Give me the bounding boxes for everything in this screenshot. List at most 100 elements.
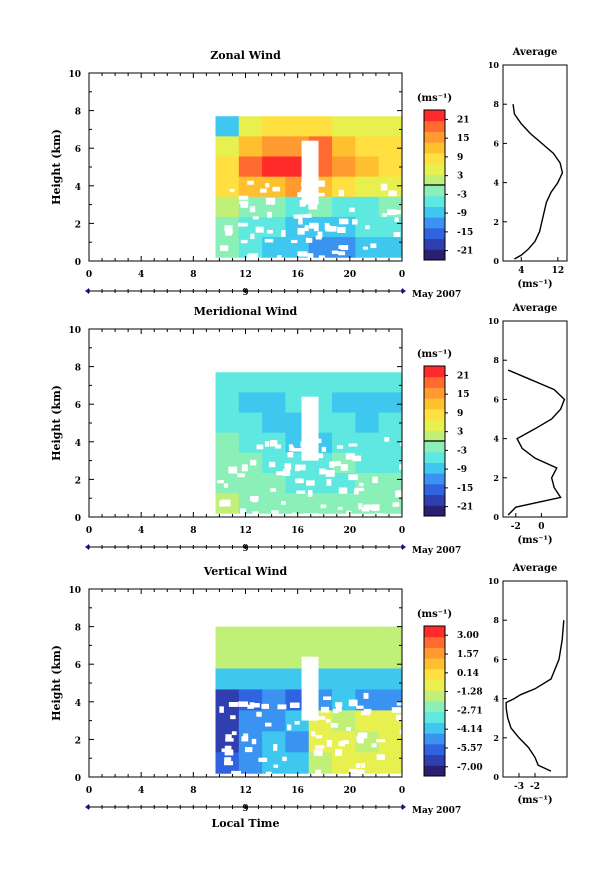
heatmap-cell (332, 116, 356, 137)
data-gap (337, 506, 343, 510)
heatmap-field (215, 372, 410, 519)
y-tick-label: 10 (68, 326, 81, 336)
data-gap (355, 769, 365, 775)
data-gap (248, 253, 258, 261)
heatmap-cell (378, 493, 403, 514)
data-gap (388, 190, 397, 197)
data-gap (300, 464, 306, 471)
colorbar-swatch (424, 711, 445, 723)
data-gap (321, 446, 327, 452)
colorbar-swatch (424, 473, 445, 485)
profile-y-tick-label: 8 (493, 355, 499, 365)
heatmap-cell (355, 176, 380, 198)
data-gap (261, 703, 269, 709)
average-profile: Average 0 2 4 6 8 10 -2 0 (ms⁻¹) (488, 303, 568, 546)
colorbar-unit-label: (ms⁻¹) (417, 349, 452, 360)
x-tick-label: 20 (344, 786, 357, 796)
x-tick-label: 0 (399, 270, 405, 280)
profile-y-tick-label: 0 (493, 772, 499, 782)
day-arrow-left (85, 804, 89, 810)
heatmap-cell (332, 156, 356, 178)
colorbar-tick-label: -7.00 (457, 763, 483, 773)
profile-y-tick-label: 2 (493, 473, 499, 483)
data-gap (297, 192, 305, 197)
x-tick-label: 16 (291, 786, 304, 796)
heatmap-cell (355, 452, 380, 474)
heatmap-cell (262, 412, 286, 434)
colorbar-tick-label: -9 (457, 465, 467, 475)
data-gap (249, 206, 256, 213)
data-gap (295, 478, 304, 484)
y-tick-label: 8 (75, 364, 81, 374)
colorbar-swatch (424, 110, 445, 122)
data-gap (292, 448, 303, 452)
data-gap (240, 239, 248, 244)
day-arrow-right (402, 804, 406, 810)
data-gap (282, 468, 291, 476)
data-gap (325, 719, 331, 723)
colorbar-unit-label: (ms⁻¹) (417, 609, 452, 620)
data-gap (258, 757, 268, 762)
day-arrow-right (402, 288, 406, 294)
data-gap (256, 444, 264, 450)
data-gap (309, 222, 319, 229)
data-gap (400, 441, 410, 446)
data-gap (354, 487, 365, 492)
x-tick-label: 4 (138, 526, 144, 536)
colorbar-tick-label: -21 (457, 247, 473, 257)
data-gap (298, 217, 303, 225)
data-gap (371, 504, 380, 511)
x-tick-label: 20 (344, 270, 357, 280)
profile-x-tick-label: -2 (530, 782, 540, 792)
heatmap-cell (215, 710, 240, 732)
data-gap (265, 183, 270, 188)
data-gap (281, 230, 286, 237)
data-gap (375, 513, 383, 518)
data-gap (250, 459, 257, 466)
colorbar-swatch (424, 174, 445, 186)
profile-y-tick-label: 10 (488, 60, 500, 70)
data-gap (301, 656, 319, 721)
heatmap-cell (378, 710, 403, 732)
data-gap (363, 708, 372, 713)
colorbar-swatch (424, 142, 445, 154)
colorbar-swatch (424, 376, 445, 388)
day-label: 9 (242, 544, 248, 554)
colorbar-swatch (424, 668, 445, 681)
heatmap-cell (285, 372, 310, 393)
colorbar-swatch (424, 185, 445, 197)
colorbar-swatch (424, 441, 445, 453)
data-gap (301, 140, 319, 205)
heatmap-cell (355, 392, 380, 414)
data-gap (335, 705, 342, 712)
colorbar-swatch (424, 483, 445, 496)
heatmap-cell (378, 731, 403, 753)
heatmap-cell (215, 372, 240, 393)
heatmap-cell (238, 752, 263, 774)
colorbar-tick-label: 21 (457, 115, 470, 125)
heatmap-cell (215, 647, 240, 669)
heatmap-cell (378, 392, 403, 414)
data-gap (336, 445, 344, 449)
heatmap-cell (355, 412, 380, 434)
colorbar-tick-label: -21 (457, 503, 473, 513)
heatmap-cell (355, 626, 380, 649)
data-gap (326, 478, 332, 486)
data-gap (320, 706, 330, 713)
x-tick-label: 16 (291, 526, 304, 536)
profile-line (512, 104, 564, 260)
heatmap-cell (262, 136, 286, 158)
data-gap (225, 228, 232, 236)
data-gap (264, 238, 274, 243)
data-gap (387, 209, 396, 216)
heatmap-cell (285, 731, 310, 753)
y-axis-label: Height (km) (50, 385, 63, 461)
data-gap (380, 183, 388, 191)
heatmap-cell (238, 116, 263, 137)
data-gap (252, 216, 259, 220)
data-gap (301, 396, 319, 461)
data-gap (265, 722, 272, 727)
data-gap (338, 487, 348, 494)
data-gap (360, 763, 365, 768)
profile-y-tick-label: 4 (493, 178, 499, 188)
